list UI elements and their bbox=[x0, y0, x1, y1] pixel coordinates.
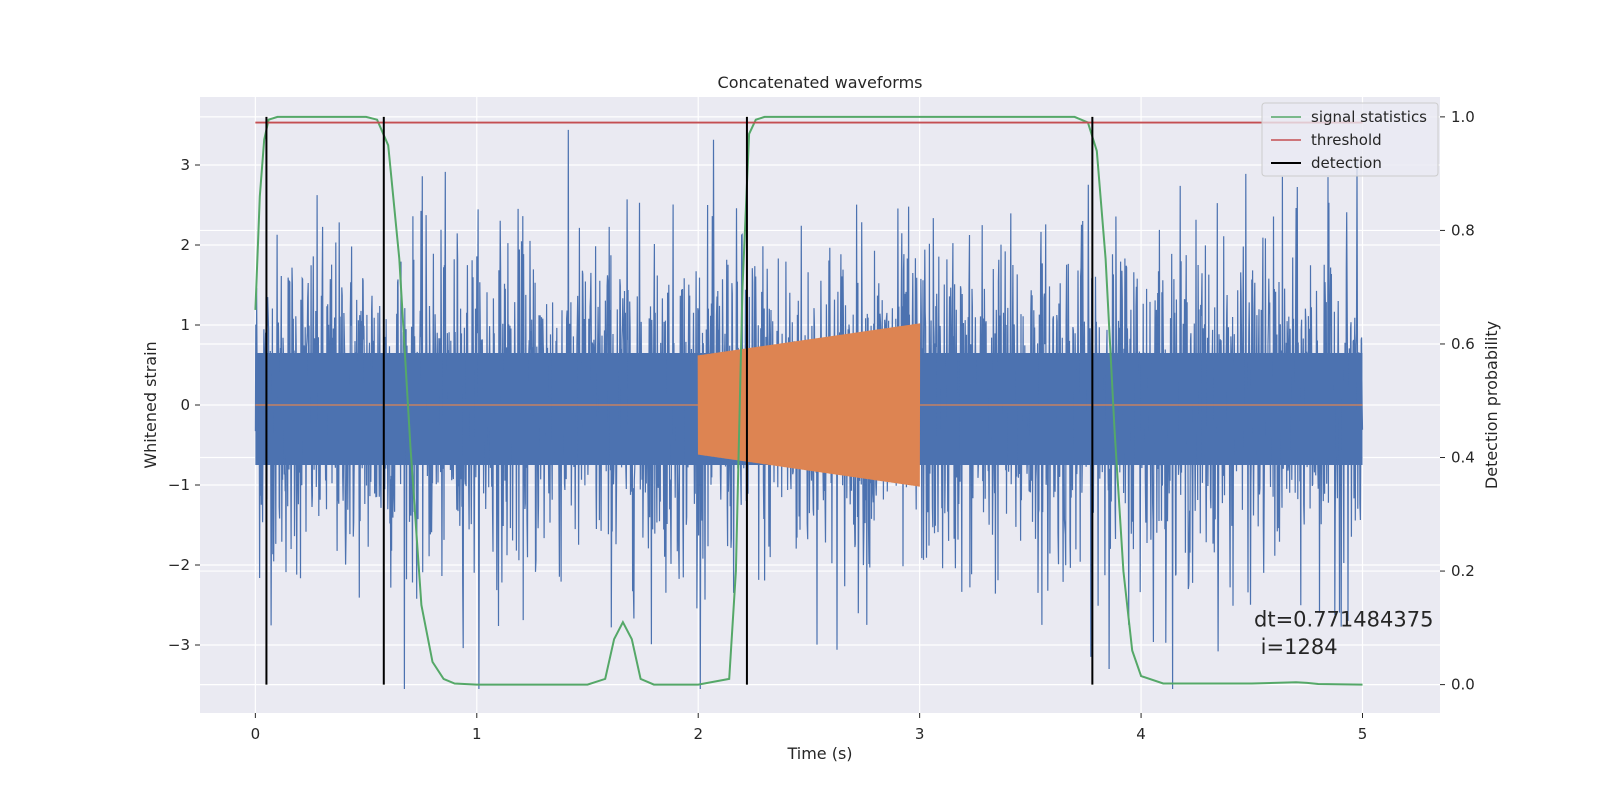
x-tick-label: 1 bbox=[472, 725, 482, 743]
x-tick-label: 3 bbox=[915, 725, 925, 743]
y2-tick-label: 0.6 bbox=[1451, 335, 1475, 353]
y-axis-ticks: −3 −2 −1 0 1 2 3 bbox=[168, 156, 200, 654]
y2-axis-ticks: 0.0 0.2 0.4 0.6 0.8 1.0 bbox=[1440, 108, 1475, 694]
y2-tick-label: 1.0 bbox=[1451, 108, 1475, 126]
y2-tick-label: 0.4 bbox=[1451, 449, 1475, 467]
y-tick-label: −3 bbox=[168, 636, 190, 654]
series-layer bbox=[254, 115, 1363, 686]
signal-statistics-line bbox=[254, 115, 1363, 686]
y2-axis-label: Detection probability bbox=[1482, 321, 1501, 489]
y-tick-label: 1 bbox=[180, 316, 190, 334]
y-axis-label: Whitened strain bbox=[141, 341, 160, 468]
x-tick-label: 2 bbox=[693, 725, 703, 743]
y-tick-label: −2 bbox=[168, 556, 190, 574]
x-tick-label: 4 bbox=[1136, 725, 1146, 743]
y-tick-label: 0 bbox=[180, 396, 190, 414]
legend-box bbox=[1261, 102, 1439, 177]
y2-tick-label: 0.0 bbox=[1451, 676, 1475, 694]
chart-title: Concatenated waveforms bbox=[718, 73, 923, 92]
x-axis-ticks: 0 1 2 3 4 5 bbox=[251, 713, 1368, 743]
annotation-dt: dt=0.771484375 bbox=[1254, 608, 1433, 632]
legend-label-threshold: threshold bbox=[1311, 131, 1382, 149]
y-tick-label: 2 bbox=[180, 236, 190, 254]
legend-label-signal-statistics: signal statistics bbox=[1311, 108, 1427, 126]
y2-tick-label: 0.2 bbox=[1451, 562, 1475, 580]
x-tick-label: 5 bbox=[1358, 725, 1368, 743]
y-tick-label: 3 bbox=[180, 156, 190, 174]
x-axis-label: Time (s) bbox=[786, 744, 852, 763]
legend-label-detection: detection bbox=[1311, 154, 1382, 172]
injected-waveform bbox=[255, 323, 1363, 487]
x-tick-label: 0 bbox=[251, 725, 261, 743]
y2-tick-label: 0.8 bbox=[1451, 221, 1475, 239]
injected-trace bbox=[697, 323, 921, 487]
annotation-index: i=1284 bbox=[1254, 635, 1338, 659]
y-tick-label: −1 bbox=[168, 476, 190, 494]
legend: signal statistics threshold detection bbox=[1261, 102, 1439, 177]
